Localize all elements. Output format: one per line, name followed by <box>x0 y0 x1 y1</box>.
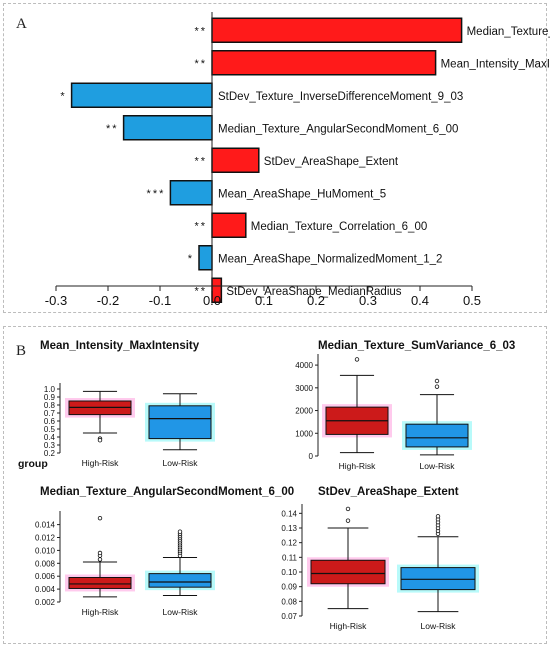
bar-label: Median_Texture_AngularSecondMoment_6_00 <box>218 123 458 135</box>
panel-a-letter: A <box>16 16 27 32</box>
y-tick-label: 0.10 <box>281 568 297 577</box>
x-tick-label: -0.3 <box>45 293 67 308</box>
significance-mark: ** <box>194 220 207 232</box>
category-label: High-Risk <box>82 607 120 617</box>
group-label: group <box>18 458 48 470</box>
y-tick-label: 0.08 <box>281 597 297 606</box>
y-tick-label: 4000 <box>295 361 313 370</box>
y-tick-label: 0.8 <box>44 401 56 410</box>
bar-label: Median_Texture_SumVariance_6_03 <box>467 26 550 38</box>
panel-b-letter: B <box>16 343 27 359</box>
x-tick-label: -0.2 <box>97 293 119 308</box>
y-tick-label: 0.014 <box>35 521 56 530</box>
outlier-point <box>97 438 103 443</box>
y-tick-label: 0.2 <box>44 449 56 458</box>
y-tick-label: 0.11 <box>282 553 298 562</box>
y-tick-label: 0.006 <box>35 572 56 581</box>
bar-label: Mean_AreaShape_NormalizedMoment_1_2 <box>218 253 442 265</box>
bar-label: StDev_Texture_InverseDifferenceMoment_9_… <box>218 91 463 103</box>
x-tick-label: 0.0 <box>203 293 221 308</box>
bar <box>211 212 247 238</box>
y-tick-label: 0.09 <box>281 583 297 592</box>
bar <box>211 50 437 76</box>
y-tick-label: 0.13 <box>281 524 297 533</box>
outlier-point <box>345 506 351 512</box>
bar <box>211 147 260 173</box>
panel-a: A <box>3 3 547 313</box>
bar <box>70 82 213 108</box>
x-tick-label: 0.4 <box>411 293 429 308</box>
category-label: Low-Risk <box>163 607 199 617</box>
y-tick-label: 0.4 <box>44 433 56 442</box>
outlier-point <box>354 357 360 362</box>
category-label: Low-Risk <box>421 621 457 631</box>
box-title: Mean_Intensity_MaxIntensity <box>40 340 200 352</box>
y-tick-label: 3000 <box>295 384 313 393</box>
outlier-point <box>97 557 103 562</box>
category-label: High-Risk <box>339 461 377 471</box>
significance-mark: * <box>60 90 66 102</box>
bar <box>169 180 213 206</box>
outlier-point <box>97 550 103 556</box>
bar <box>198 245 213 271</box>
outlier-point <box>177 529 183 534</box>
bar <box>122 115 213 141</box>
y-tick-label: 0.5 <box>44 425 56 434</box>
y-tick-label: 0.07 <box>281 612 297 621</box>
significance-mark: ** <box>194 25 207 37</box>
bar-label: Median_Texture_Correlation_6_00 <box>251 221 427 233</box>
outlier-point <box>434 378 440 384</box>
box <box>310 559 386 585</box>
x-tick-label: -0.1 <box>149 293 171 308</box>
box <box>148 573 212 588</box>
box <box>400 567 476 591</box>
x-tick-label: 0.3 <box>359 293 377 308</box>
y-tick-label: 0.002 <box>35 598 56 607</box>
box-title: Median_Texture_SumVariance_6_03 <box>318 340 515 352</box>
significance-mark: ** <box>194 285 207 297</box>
box <box>405 423 469 448</box>
bar-label: Mean_AreaShape_HuMoment_5 <box>218 188 386 200</box>
x-tick-label: 0.2 <box>307 293 325 308</box>
bar <box>211 17 463 43</box>
significance-mark: *** <box>147 188 166 200</box>
box-title: Median_Texture_AngularSecondMoment_6_00 <box>40 486 294 498</box>
x-tick-label: 0.1 <box>255 293 273 308</box>
category-label: High-Risk <box>82 458 120 468</box>
significance-mark: ** <box>194 58 207 70</box>
y-tick-label: 0.008 <box>35 559 56 568</box>
y-tick-label: 0 <box>309 452 314 461</box>
y-tick-label: 0.012 <box>35 534 56 543</box>
category-label: High-Risk <box>330 621 368 631</box>
box-title: StDev_AreaShape_Extent <box>318 486 459 498</box>
y-tick-label: 0.6 <box>44 417 56 426</box>
category-label: Low-Risk <box>163 458 199 468</box>
y-tick-label: 0.7 <box>44 409 56 418</box>
y-tick-label: 0.3 <box>44 441 56 450</box>
outlier-point <box>345 518 351 523</box>
y-tick-label: 2000 <box>295 407 313 416</box>
significance-mark: * <box>188 253 194 265</box>
y-tick-label: 0.12 <box>281 539 297 548</box>
outlier-point <box>434 384 440 389</box>
y-tick-label: 0.010 <box>35 546 56 555</box>
y-tick-label: 1000 <box>295 429 313 438</box>
box <box>148 405 212 440</box>
box <box>68 576 132 589</box>
x-tick-label: 0.5 <box>463 293 481 308</box>
y-tick-label: 1.0 <box>44 385 56 394</box>
y-tick-label: 0.14 <box>281 509 297 518</box>
bar-label: StDev_AreaShape_MedianRadius <box>226 286 401 298</box>
y-tick-label: 0.9 <box>44 393 56 402</box>
y-tick-label: 0.004 <box>35 585 56 594</box>
bar-label: StDev_AreaShape_Extent <box>264 156 399 168</box>
significance-mark: ** <box>106 123 119 135</box>
bar-label: Mean_Intensity_MaxIntensity <box>441 58 550 70</box>
outlier-point <box>435 514 441 519</box>
category-label: Low-Risk <box>420 461 456 471</box>
panel-b: B <box>3 326 547 644</box>
outlier-point <box>97 515 103 521</box>
significance-mark: ** <box>194 155 207 167</box>
